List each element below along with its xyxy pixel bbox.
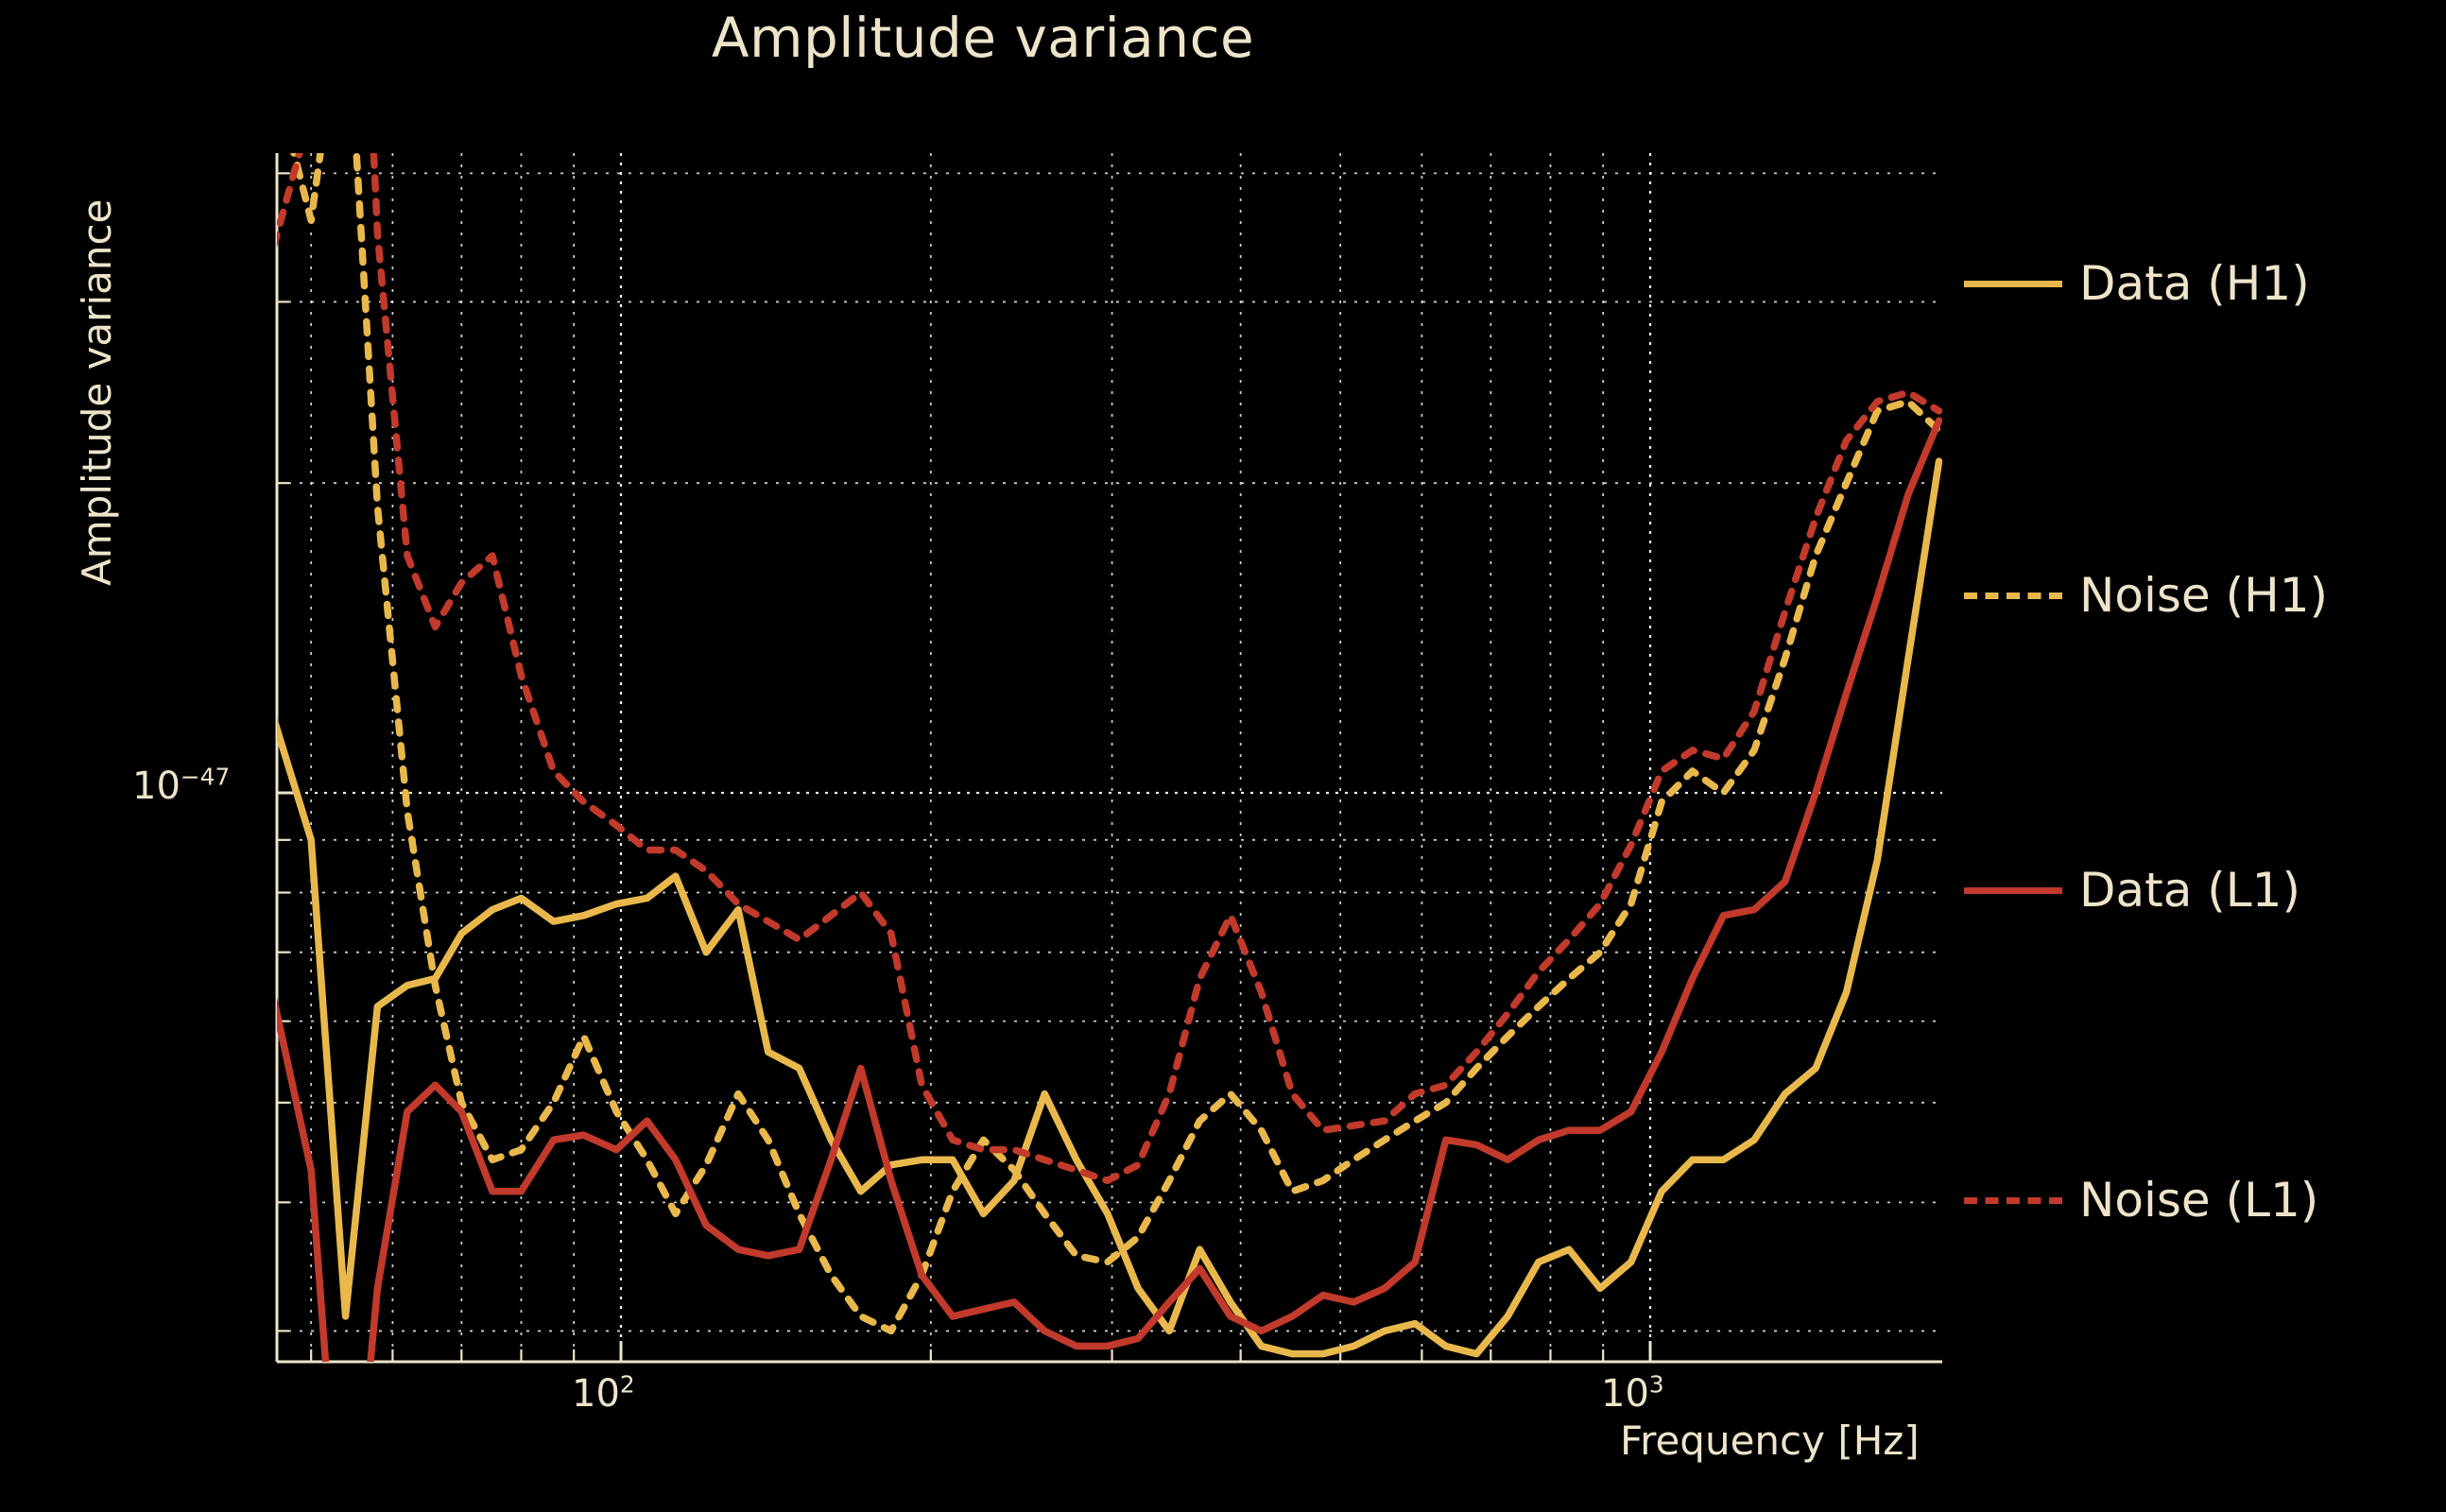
axis-spines [275, 153, 1942, 1364]
x-tick-label-100: 102 [572, 1370, 635, 1416]
gridlines [277, 153, 1942, 1362]
series-line-data-h1 [277, 457, 1942, 1358]
legend-line-sample [1964, 886, 2062, 894]
legend-line-sample [1964, 592, 2062, 599]
x-tick-label-1000: 103 [1601, 1370, 1664, 1416]
chart-title: Amplitude variance [711, 6, 1255, 70]
legend-label: Data (L1) [2079, 863, 2300, 918]
legend-item-noise-h1[interactable]: Noise (H1) [1964, 567, 2328, 624]
data-series-group [277, 153, 1942, 1362]
y-tick-label-1e-47: 10−47 [132, 763, 231, 808]
legend: Data (H1) Noise (H1) Data (L1) Noise (L1) [1964, 0, 2446, 1512]
series-line-data-l1 [277, 417, 1942, 1362]
legend-item-data-l1[interactable]: Data (L1) [1964, 862, 2300, 919]
legend-item-data-h1[interactable]: Data (H1) [1964, 255, 2310, 312]
series-line-noise-l1 [277, 153, 1942, 1185]
x-axis-label: Frequency [Hz] [1620, 1418, 1920, 1464]
legend-label: Data (H1) [2079, 256, 2310, 311]
legend-label: Noise (H1) [2079, 568, 2329, 623]
legend-line-sample [1964, 280, 2062, 287]
legend-item-noise-l1[interactable]: Noise (L1) [1964, 1172, 2318, 1228]
series-line-noise-h1 [290, 153, 1942, 1335]
legend-label: Noise (L1) [2079, 1173, 2319, 1228]
legend-line-sample [1964, 1196, 2062, 1204]
